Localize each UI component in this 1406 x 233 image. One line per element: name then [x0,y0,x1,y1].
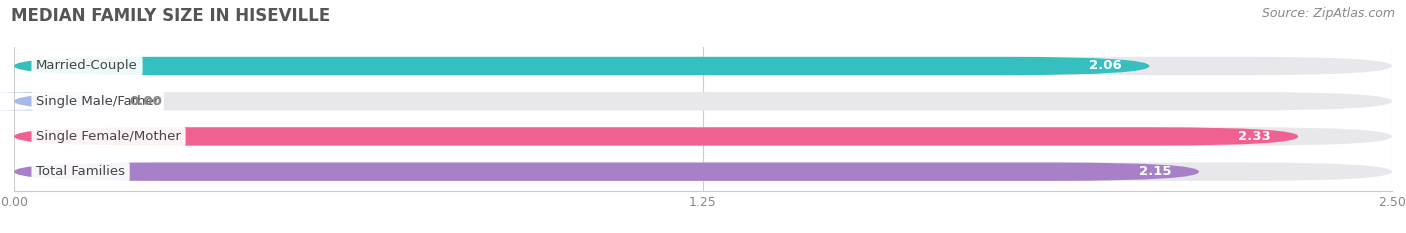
Text: 0.00: 0.00 [129,95,163,108]
FancyBboxPatch shape [14,57,1150,75]
Text: Single Female/Mother: Single Female/Mother [37,130,181,143]
FancyBboxPatch shape [0,92,157,110]
FancyBboxPatch shape [14,127,1392,146]
FancyBboxPatch shape [14,92,1392,110]
Text: 2.15: 2.15 [1139,165,1171,178]
FancyBboxPatch shape [14,57,1392,75]
Text: 2.06: 2.06 [1090,59,1122,72]
FancyBboxPatch shape [14,127,1298,146]
Text: Total Families: Total Families [37,165,125,178]
Text: Source: ZipAtlas.com: Source: ZipAtlas.com [1261,7,1395,20]
Text: Single Male/Father: Single Male/Father [37,95,159,108]
FancyBboxPatch shape [14,163,1199,181]
Text: Married-Couple: Married-Couple [37,59,138,72]
Text: 2.33: 2.33 [1237,130,1271,143]
FancyBboxPatch shape [14,163,1392,181]
Text: MEDIAN FAMILY SIZE IN HISEVILLE: MEDIAN FAMILY SIZE IN HISEVILLE [11,7,330,25]
